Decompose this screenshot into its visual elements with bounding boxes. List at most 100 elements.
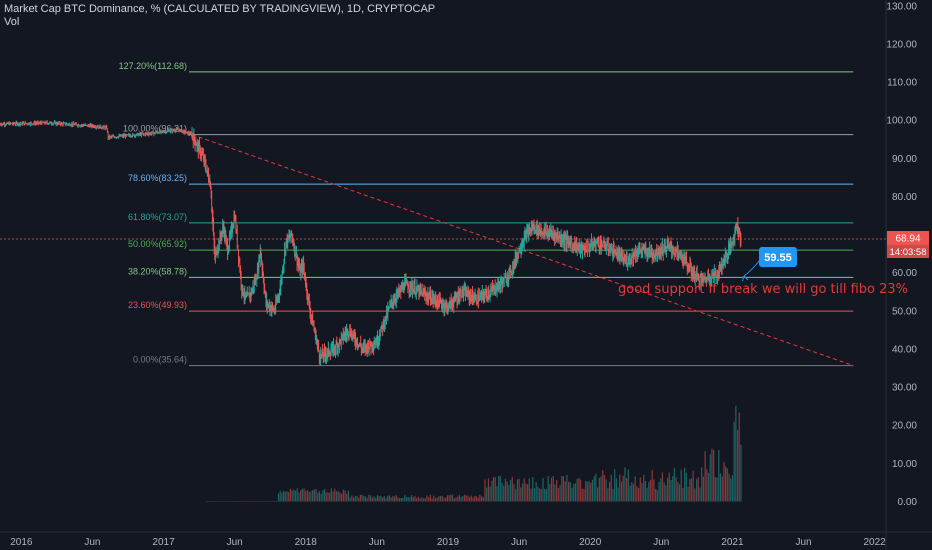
volume-bar bbox=[226, 501, 228, 502]
fib-level-label: 38.20%(58.78) bbox=[128, 266, 187, 276]
volume-bar bbox=[607, 488, 609, 502]
volume-bar bbox=[509, 479, 512, 502]
volume-bar bbox=[477, 497, 479, 502]
volume-bar bbox=[508, 484, 510, 502]
volume-bar bbox=[549, 484, 551, 502]
volume-bar bbox=[219, 501, 222, 502]
volume-bar bbox=[347, 490, 350, 502]
volume-bar bbox=[405, 497, 408, 502]
volume-bar bbox=[725, 466, 727, 502]
volume-bar bbox=[247, 501, 249, 502]
volume-bar bbox=[527, 484, 529, 502]
volume-bar bbox=[451, 494, 454, 502]
volume-bar bbox=[706, 469, 708, 502]
volume-bar bbox=[520, 487, 522, 502]
y-tick-label: 120.00 bbox=[886, 39, 917, 50]
volume-bar bbox=[636, 486, 638, 502]
volume-bar bbox=[269, 501, 271, 502]
volume-bar bbox=[312, 490, 314, 502]
price-tag bbox=[887, 231, 929, 245]
x-tick-label: 2016 bbox=[10, 537, 33, 548]
volume-bar bbox=[719, 473, 722, 502]
volume-bar bbox=[260, 501, 263, 502]
volume-bar bbox=[460, 496, 462, 502]
volume-bar bbox=[556, 480, 558, 502]
volume-bar bbox=[383, 496, 385, 502]
volume-bar bbox=[240, 501, 242, 502]
x-tick-label: 2017 bbox=[152, 537, 175, 548]
fib-level-label: 100.00%(96.21) bbox=[123, 124, 187, 134]
volume-bar bbox=[472, 497, 474, 502]
volume-bar bbox=[639, 477, 641, 502]
price-series bbox=[0, 120, 742, 366]
volume-bar bbox=[614, 469, 616, 502]
volume-bar bbox=[622, 475, 624, 502]
volume-bar bbox=[429, 494, 431, 502]
volume-bar bbox=[593, 475, 595, 502]
volume-bar bbox=[458, 494, 460, 502]
volume-bar bbox=[465, 495, 467, 502]
volume-bar bbox=[373, 496, 375, 502]
volume-bar bbox=[474, 496, 476, 502]
volume-bar bbox=[583, 488, 585, 502]
volume-bar bbox=[697, 477, 699, 502]
volume-bar bbox=[574, 483, 577, 502]
volume-bar bbox=[318, 491, 321, 502]
volume-bar bbox=[603, 474, 606, 502]
volume-bar bbox=[598, 477, 600, 502]
volume-bar bbox=[595, 473, 597, 502]
volume-bar bbox=[730, 478, 732, 502]
volume-bar bbox=[523, 478, 525, 502]
volume-bar bbox=[538, 488, 541, 502]
volume-bar bbox=[561, 475, 563, 502]
x-tick-label: 2021 bbox=[721, 537, 744, 548]
volume-bar bbox=[680, 469, 682, 502]
volume-bar bbox=[419, 498, 421, 502]
volume-bar bbox=[445, 497, 447, 502]
volume-bar bbox=[272, 501, 274, 502]
volume-bar bbox=[284, 491, 286, 502]
volume-bar bbox=[443, 497, 445, 502]
volume-bar bbox=[619, 474, 621, 502]
volume-bar bbox=[709, 454, 711, 502]
volume-bar bbox=[532, 477, 534, 502]
volume-bar bbox=[496, 486, 498, 502]
volume-bar bbox=[378, 496, 380, 502]
volume-bar bbox=[707, 473, 710, 502]
volume-bar bbox=[610, 474, 612, 502]
volume-bar bbox=[424, 498, 426, 502]
volume-bar bbox=[578, 477, 580, 502]
volume-bar bbox=[559, 485, 561, 502]
volume-bar bbox=[479, 494, 481, 502]
volume-bar bbox=[397, 497, 399, 502]
volume-bar bbox=[692, 470, 694, 502]
volume-bar bbox=[518, 478, 520, 502]
volume-bar bbox=[238, 501, 240, 502]
x-tick-label: 2019 bbox=[437, 537, 460, 548]
volume-bar bbox=[716, 477, 718, 502]
volume-bar bbox=[617, 487, 619, 502]
volume-label: Vol bbox=[4, 16, 20, 28]
volume-bar bbox=[248, 501, 251, 502]
x-axis: 2016 Jun 2017 Jun 2018 Jun 2019 Jun 2020 Jun 2021 J… bbox=[10, 537, 886, 548]
volume-bar bbox=[392, 495, 394, 502]
volume-bar bbox=[300, 490, 302, 502]
volume-bar bbox=[475, 496, 478, 502]
volume-bar bbox=[557, 487, 559, 502]
volume-bar bbox=[568, 481, 570, 502]
volume-bar bbox=[436, 497, 438, 502]
volume-bar bbox=[521, 483, 524, 502]
volume-bar bbox=[552, 475, 554, 502]
y-tick-label: 90.00 bbox=[892, 154, 917, 165]
volume-bar bbox=[666, 477, 669, 502]
volume-bar bbox=[648, 482, 650, 502]
volume-bar bbox=[491, 480, 493, 502]
volume-bar bbox=[298, 492, 300, 502]
volume-bar bbox=[370, 495, 372, 502]
callout-arrow bbox=[742, 259, 761, 282]
volume-bar bbox=[335, 491, 338, 502]
volume-bar bbox=[655, 489, 657, 502]
volume-bar bbox=[581, 488, 583, 502]
volume-bar bbox=[404, 494, 406, 502]
